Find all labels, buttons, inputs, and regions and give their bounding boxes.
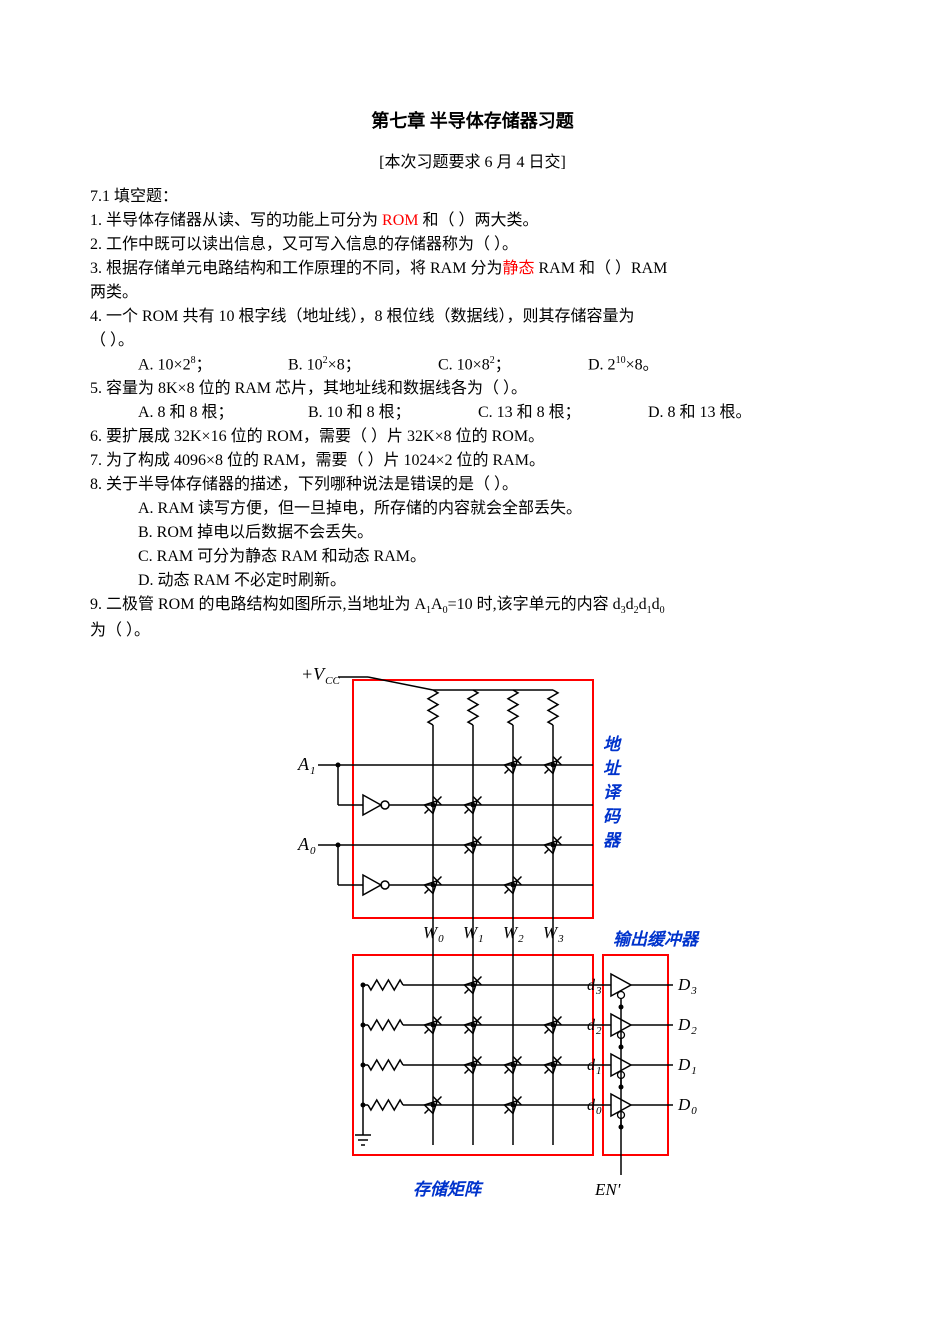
question-4-options: A. 10×28； B. 102×8； C. 10×82； D. 210×8。 bbox=[90, 353, 855, 377]
question-5: 5. 容量为 8K×8 位的 RAM 芯片，其地址线和数据线各为（ ）。 bbox=[90, 377, 855, 401]
svg-text:存储矩阵: 存储矩阵 bbox=[413, 1180, 484, 1199]
q5-optD: D. 8 和 13 根。 bbox=[648, 401, 752, 425]
svg-text:A0: A0 bbox=[297, 834, 316, 857]
q1-keyword: ROM bbox=[382, 212, 418, 229]
question-8: 8. 关于半导体存储器的描述，下列哪种说法是错误的是（ ）。 bbox=[90, 473, 855, 497]
q8-optD: D. 动态 RAM 不必定时刷新。 bbox=[90, 569, 855, 593]
q8-optA: A. RAM 读写方便，但一旦掉电，所存储的内容就会全部丢失。 bbox=[90, 497, 855, 521]
q4-optB: B. 102×8； bbox=[288, 353, 438, 377]
question-3-cont: 两类。 bbox=[90, 281, 855, 305]
q4-optC: C. 10×82； bbox=[438, 353, 588, 377]
svg-text:D2: D2 bbox=[677, 1015, 697, 1037]
q3-pre: 3. 根据存储单元电路结构和工作原理的不同，将 RAM 分为 bbox=[90, 260, 502, 277]
question-3: 3. 根据存储单元电路结构和工作原理的不同，将 RAM 分为静态 RAM 和（ … bbox=[90, 257, 855, 281]
svg-text:D3: D3 bbox=[677, 975, 697, 997]
question-9: 9. 二极管 ROM 的电路结构如图所示,当地址为 A1A0=10 时,该字单元… bbox=[90, 593, 855, 618]
svg-text:输出缓冲器: 输出缓冲器 bbox=[613, 930, 700, 949]
q8-optC: C. RAM 可分为静态 RAM 和动态 RAM。 bbox=[90, 545, 855, 569]
question-7: 7. 为了构成 4096×8 位的 RAM，需要（ ）片 1024×2 位的 R… bbox=[90, 449, 855, 473]
q5-optB: B. 10 和 8 根； bbox=[308, 401, 478, 425]
question-4-line2: （ ）。 bbox=[90, 329, 855, 353]
svg-text:译: 译 bbox=[603, 783, 623, 802]
svg-text:d0: d0 bbox=[587, 1097, 602, 1117]
svg-text:d2: d2 bbox=[587, 1017, 602, 1037]
svg-text:码: 码 bbox=[603, 807, 622, 826]
question-4-line1: 4. 一个 ROM 共有 10 根字线（地址线），8 根位线（数据线），则其存储… bbox=[90, 305, 855, 329]
svg-text:器: 器 bbox=[603, 831, 622, 850]
svg-text:EN': EN' bbox=[594, 1180, 621, 1199]
q4-optD: D. 210×8。 bbox=[588, 353, 659, 377]
svg-text:d3: d3 bbox=[587, 977, 602, 997]
page-title: 第七章 半导体存储器习题 bbox=[90, 108, 855, 135]
svg-text:W1: W1 bbox=[463, 923, 484, 945]
svg-text:W2: W2 bbox=[503, 923, 524, 945]
svg-text:D1: D1 bbox=[677, 1055, 697, 1077]
question-6: 6. 要扩展成 32K×16 位的 ROM，需要（ ）片 32K×8 位的 RO… bbox=[90, 425, 855, 449]
svg-text:d1: d1 bbox=[587, 1057, 602, 1077]
question-9-line2: 为（ ）。 bbox=[90, 619, 855, 643]
svg-text:D0: D0 bbox=[677, 1095, 697, 1117]
q3-post: RAM 和（ ）RAM bbox=[534, 260, 667, 277]
svg-text:W0: W0 bbox=[423, 923, 444, 945]
svg-text:址: 址 bbox=[603, 759, 622, 778]
question-1: 1. 半导体存储器从读、写的功能上可分为 ROM 和（ ）两大类。 bbox=[90, 209, 855, 233]
rom-circuit-svg: 地址译码器存储矩阵 输出缓冲器 +VCC A1 A0 W0 W1 W2 W3 d3 d2 d1 d0 D3… bbox=[243, 655, 703, 1215]
question-5-options: A. 8 和 8 根； B. 10 和 8 根； C. 13 和 8 根； D.… bbox=[90, 401, 855, 425]
q4-optA: A. 10×28； bbox=[138, 353, 288, 377]
q3-keyword: 静态 bbox=[502, 260, 534, 277]
question-2: 2. 工作中既可以读出信息，又可写入信息的存储器称为（ ）。 bbox=[90, 233, 855, 257]
q1-text-post: 和（ ）两大类。 bbox=[418, 212, 538, 229]
svg-text:+VCC: +VCC bbox=[301, 664, 340, 687]
svg-text:地: 地 bbox=[603, 735, 622, 754]
q5-optC: C. 13 和 8 根； bbox=[478, 401, 648, 425]
svg-text:A1: A1 bbox=[297, 754, 316, 777]
q8-optB: B. ROM 掉电以后数据不会丢失。 bbox=[90, 521, 855, 545]
circuit-diagram: 地址译码器存储矩阵 输出缓冲器 +VCC A1 A0 W0 W1 W2 W3 d3 d2 d1 d0 D3… bbox=[90, 655, 855, 1215]
document-page: 第七章 半导体存储器习题 [本次习题要求 6 月 4 日交] 7.1 填空题： … bbox=[0, 0, 945, 1275]
q1-text-pre: 1. 半导体存储器从读、写的功能上可分为 bbox=[90, 212, 382, 229]
page-subtitle: [本次习题要求 6 月 4 日交] bbox=[90, 151, 855, 175]
svg-text:W3: W3 bbox=[543, 923, 564, 945]
section-heading: 7.1 填空题： bbox=[90, 185, 855, 209]
q5-optA: A. 8 和 8 根； bbox=[138, 401, 308, 425]
